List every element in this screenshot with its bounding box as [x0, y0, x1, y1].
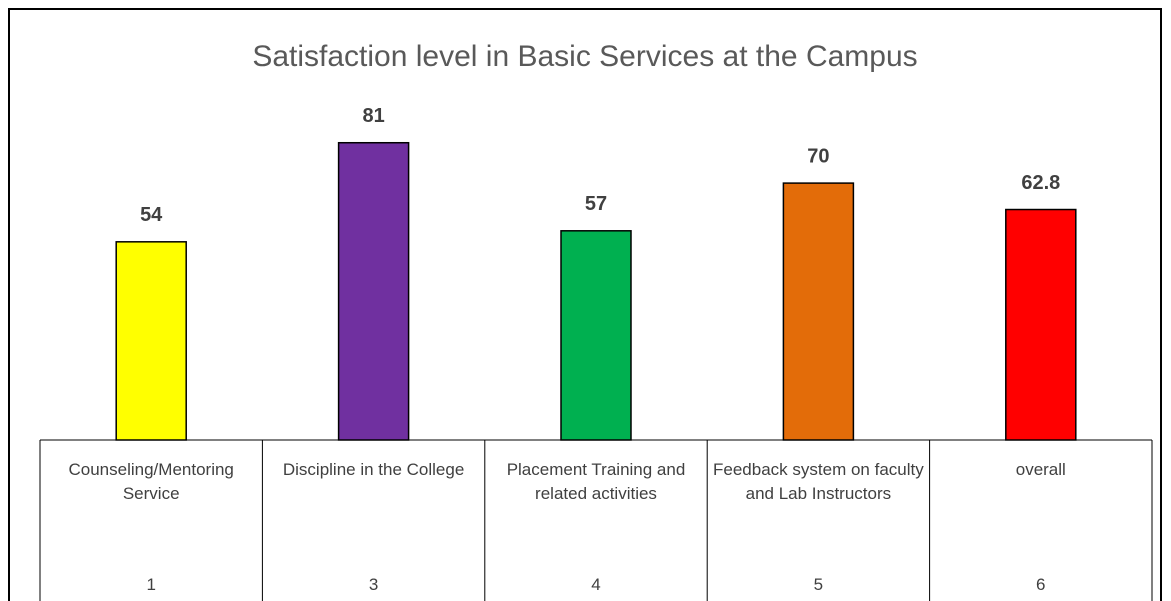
x-tick-label: Discipline in the College [282, 460, 465, 479]
x-tick-label: Placement Training and related activitie… [506, 460, 686, 503]
bar [337, 141, 410, 441]
data-label: 81 [362, 105, 384, 127]
bar [560, 230, 632, 441]
data-label: 70 [807, 145, 829, 167]
x-tick-group-label: 6 [1036, 575, 1046, 594]
x-tick-label: Feedback system on faculty and Lab Instr… [713, 460, 924, 503]
x-tick-group-label: 4 [591, 575, 601, 594]
bar [782, 182, 855, 441]
chart-border [8, 8, 1162, 601]
x-tick-group-label: 3 [368, 575, 379, 594]
data-label: 62.8 [1021, 172, 1060, 194]
data-label: 54 [140, 204, 163, 226]
x-tick-group-label: 1 [146, 575, 156, 594]
data-label: 57 [585, 193, 607, 215]
bar [1005, 208, 1077, 441]
x-tick-label: Counseling/Mentoring Service [68, 460, 234, 503]
bar [115, 241, 187, 441]
x-tick-group-label: 5 [813, 575, 824, 594]
x-tick-label: overall [1015, 460, 1066, 479]
chart-title: Satisfaction level in Basic Services at … [252, 40, 917, 73]
